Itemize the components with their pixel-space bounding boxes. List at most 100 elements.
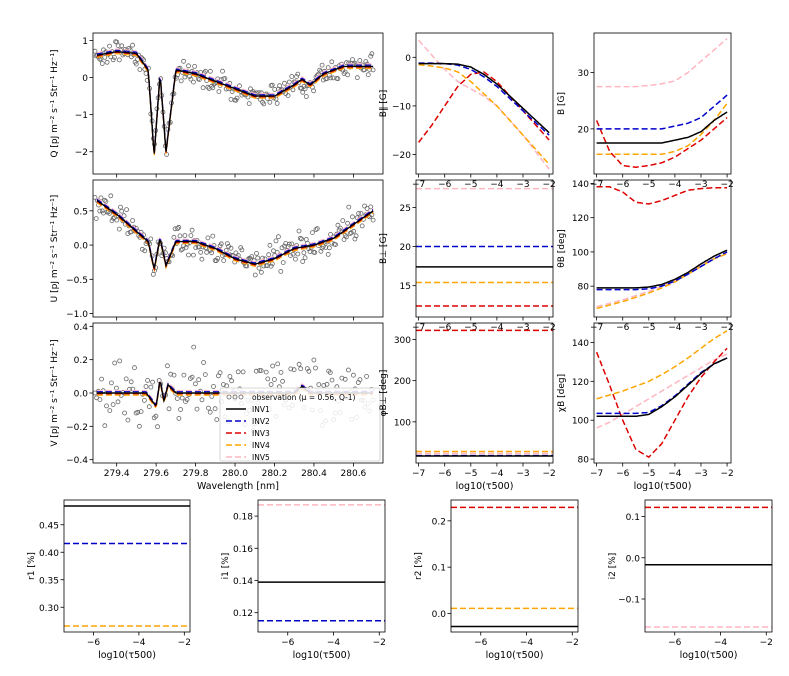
- y-tick-label: 0.5: [74, 207, 88, 217]
- series-INV1: [596, 249, 728, 289]
- obs-point: [153, 413, 159, 419]
- obs-point: [119, 208, 125, 214]
- obs-point: [103, 198, 109, 204]
- y-tick-label: 100: [572, 417, 589, 427]
- series-INV3: [596, 186, 728, 205]
- y-tick-label: 140: [572, 339, 589, 349]
- obs-point: [179, 395, 185, 401]
- x-tick-label: −5: [642, 180, 655, 190]
- obs-point: [155, 424, 160, 430]
- obs-point: [294, 74, 300, 79]
- obs-point: [238, 245, 244, 251]
- obs-point: [171, 234, 177, 240]
- obs-point: [220, 253, 225, 259]
- y-tick-label: 0.35: [39, 576, 59, 586]
- obs-point: [370, 67, 376, 73]
- x-tick-label: −3: [694, 323, 707, 333]
- obs-point: [370, 217, 376, 223]
- legend-observation: observation (μ = 0.56, Q-1): [252, 393, 356, 402]
- legend-obs-marker: [226, 394, 232, 400]
- obs-point: [186, 63, 191, 69]
- model-curve-INV5: [96, 197, 374, 269]
- obs-point: [350, 57, 355, 62]
- legend: observation (μ = 0.56, Q-1) INV1 INV2 INV3 I…: [219, 387, 381, 462]
- series-INV5: [596, 38, 728, 88]
- x-tick-label: −3: [694, 469, 707, 479]
- y-tick-label: 100: [572, 248, 589, 258]
- obs-point: [300, 89, 306, 95]
- obs-point: [222, 76, 228, 81]
- plot-area: [93, 193, 376, 278]
- obs-point: [290, 251, 296, 257]
- obs-point: [190, 79, 196, 85]
- plot-area: [645, 506, 772, 628]
- x-tick-label: −2: [542, 469, 555, 479]
- y-tick-label: 300: [394, 336, 411, 346]
- obs-point: [296, 228, 302, 234]
- obs-point: [102, 55, 108, 60]
- obs-point: [266, 252, 272, 258]
- y-tick-label: 20: [400, 243, 412, 253]
- obs-point: [364, 373, 370, 379]
- x-tick-label: −5: [642, 469, 655, 479]
- y-tick-label: 0.45: [39, 521, 59, 531]
- obs-point: [289, 241, 295, 247]
- obs-point: [345, 72, 351, 78]
- obs-point: [229, 378, 235, 384]
- obs-point: [124, 207, 129, 213]
- obs-point: [200, 85, 206, 91]
- obs-point: [150, 271, 156, 277]
- x-tick-label: −6: [438, 180, 452, 190]
- y-axis-label: Q [pJ m⁻² s⁻¹ Str⁻¹ Hz⁻¹]: [50, 49, 60, 157]
- obs-point: [234, 95, 240, 101]
- obs-point: [358, 210, 364, 216]
- y-axis-label: B⊥ [G]: [379, 233, 389, 264]
- x-tick-label: −7: [412, 323, 425, 333]
- x-axis-label: log10(τ500): [98, 650, 156, 661]
- obs-point: [188, 76, 194, 82]
- obs-point: [303, 94, 309, 99]
- obs-point: [285, 93, 291, 98]
- obs-point: [203, 68, 208, 74]
- obs-point: [302, 86, 308, 92]
- x-tick-label: −4: [520, 638, 534, 648]
- obs-point: [302, 255, 308, 261]
- obs-point: [104, 403, 109, 409]
- y-axis-label: B∥ [G]: [379, 90, 389, 118]
- panel-V: 0.4 0.2 0.0 −0.2 −0.4 279.4 279.6 279.8 280.0 280…: [50, 322, 384, 492]
- obs-point: [171, 372, 177, 378]
- obs-point: [109, 218, 115, 224]
- plot-area: [416, 187, 553, 307]
- x-axis-label: log10(τ500): [486, 650, 544, 661]
- obs-point: [177, 233, 183, 239]
- obs-point: [342, 376, 348, 382]
- obs-point: [182, 74, 188, 80]
- obs-point: [303, 237, 309, 242]
- axes-frame: [450, 499, 579, 633]
- x-tick-label: −3: [694, 180, 707, 190]
- legend-label-INV5: INV5: [252, 453, 270, 462]
- y-axis-label: φB⊥ [deg]: [379, 370, 389, 417]
- obs-point: [210, 233, 216, 239]
- obs-point: [189, 227, 195, 233]
- obs-point: [207, 409, 213, 415]
- x-tick-label: −7: [590, 469, 603, 479]
- y-axis-label: θB [deg]: [557, 229, 567, 268]
- y-tick-label: 0.1: [626, 513, 640, 523]
- x-tick-label: −6: [616, 180, 630, 190]
- plot-area: [64, 505, 190, 627]
- y-tick-label: −2: [75, 148, 88, 158]
- x-tick-label: −5: [642, 323, 655, 333]
- obs-point: [340, 218, 346, 224]
- obs-point: [130, 386, 136, 392]
- x-tick-label: −4: [668, 469, 682, 479]
- x-tick-label: −6: [438, 323, 452, 333]
- obs-point: [254, 250, 259, 256]
- x-tick-label: −6: [281, 638, 295, 648]
- obs-point: [359, 223, 365, 229]
- obs-point: [341, 237, 347, 243]
- obs-point: [183, 244, 189, 250]
- obs-point: [289, 74, 295, 79]
- y-tick-label: 120: [572, 378, 589, 388]
